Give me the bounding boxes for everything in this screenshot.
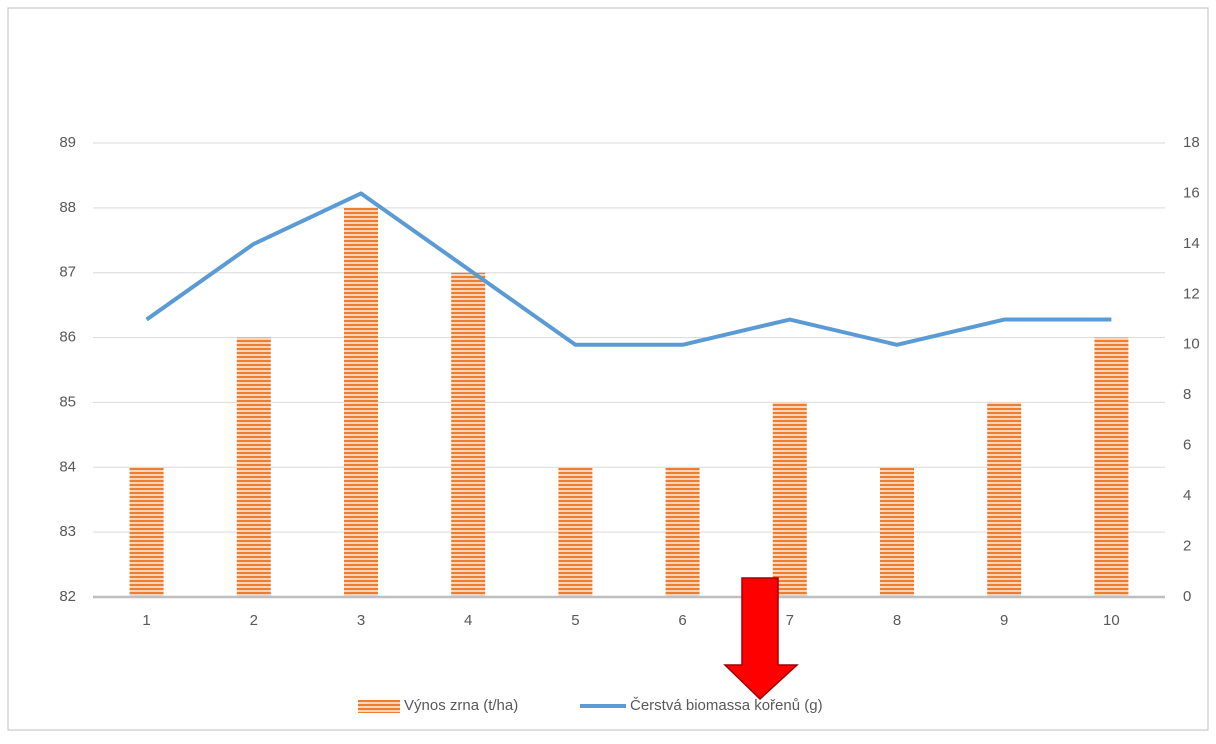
x-tick-label: 1 <box>142 612 150 629</box>
x-tick-label: 5 <box>571 612 579 629</box>
bar <box>987 402 1022 597</box>
y-tick-label: 85 <box>59 393 76 410</box>
x-tick-label: 3 <box>357 612 365 629</box>
legend-label: Výnos zrna (t/ha) <box>404 697 518 714</box>
y2-tick-label: 10 <box>1183 336 1200 353</box>
y-tick-label: 83 <box>59 523 76 540</box>
bar <box>236 337 271 597</box>
bar <box>772 402 807 597</box>
y2-tick-label: 6 <box>1183 437 1191 454</box>
y-tick-label: 82 <box>59 588 76 605</box>
bar <box>558 467 593 597</box>
bar <box>451 272 486 597</box>
y2-tick-label: 12 <box>1183 285 1200 302</box>
y2-tick-label: 8 <box>1183 386 1191 403</box>
y2-tick-label: 16 <box>1183 184 1200 201</box>
y-tick-label: 86 <box>59 329 76 346</box>
legend-swatch <box>358 700 400 713</box>
bar <box>665 467 700 597</box>
y2-tick-label: 0 <box>1183 588 1191 605</box>
y-tick-label: 89 <box>59 134 76 151</box>
y2-tick-label: 4 <box>1183 487 1191 504</box>
x-tick-label: 4 <box>464 612 472 629</box>
y-tick-label: 87 <box>59 264 76 281</box>
bar <box>129 467 164 597</box>
red-arrow <box>723 577 799 701</box>
x-tick-label: 6 <box>678 612 686 629</box>
line <box>145 191 1112 347</box>
y-tick-label: 84 <box>59 458 76 475</box>
legend-label: Čerstvá biomassa kořenů (g) <box>630 697 823 714</box>
y-tick-label: 88 <box>59 199 76 216</box>
x-tick-label: 8 <box>893 612 901 629</box>
chart-border <box>7 7 1209 731</box>
x-tick-label: 9 <box>1000 612 1008 629</box>
bar <box>1094 337 1129 597</box>
y2-tick-label: 2 <box>1183 538 1191 555</box>
x-tick-label: 10 <box>1103 612 1120 629</box>
bar <box>880 467 914 597</box>
x-tick-label: 2 <box>250 612 258 629</box>
y2-tick-label: 18 <box>1183 134 1200 151</box>
y2-tick-label: 14 <box>1183 235 1200 252</box>
bar <box>344 207 378 597</box>
x-tick-label: 7 <box>786 612 794 629</box>
